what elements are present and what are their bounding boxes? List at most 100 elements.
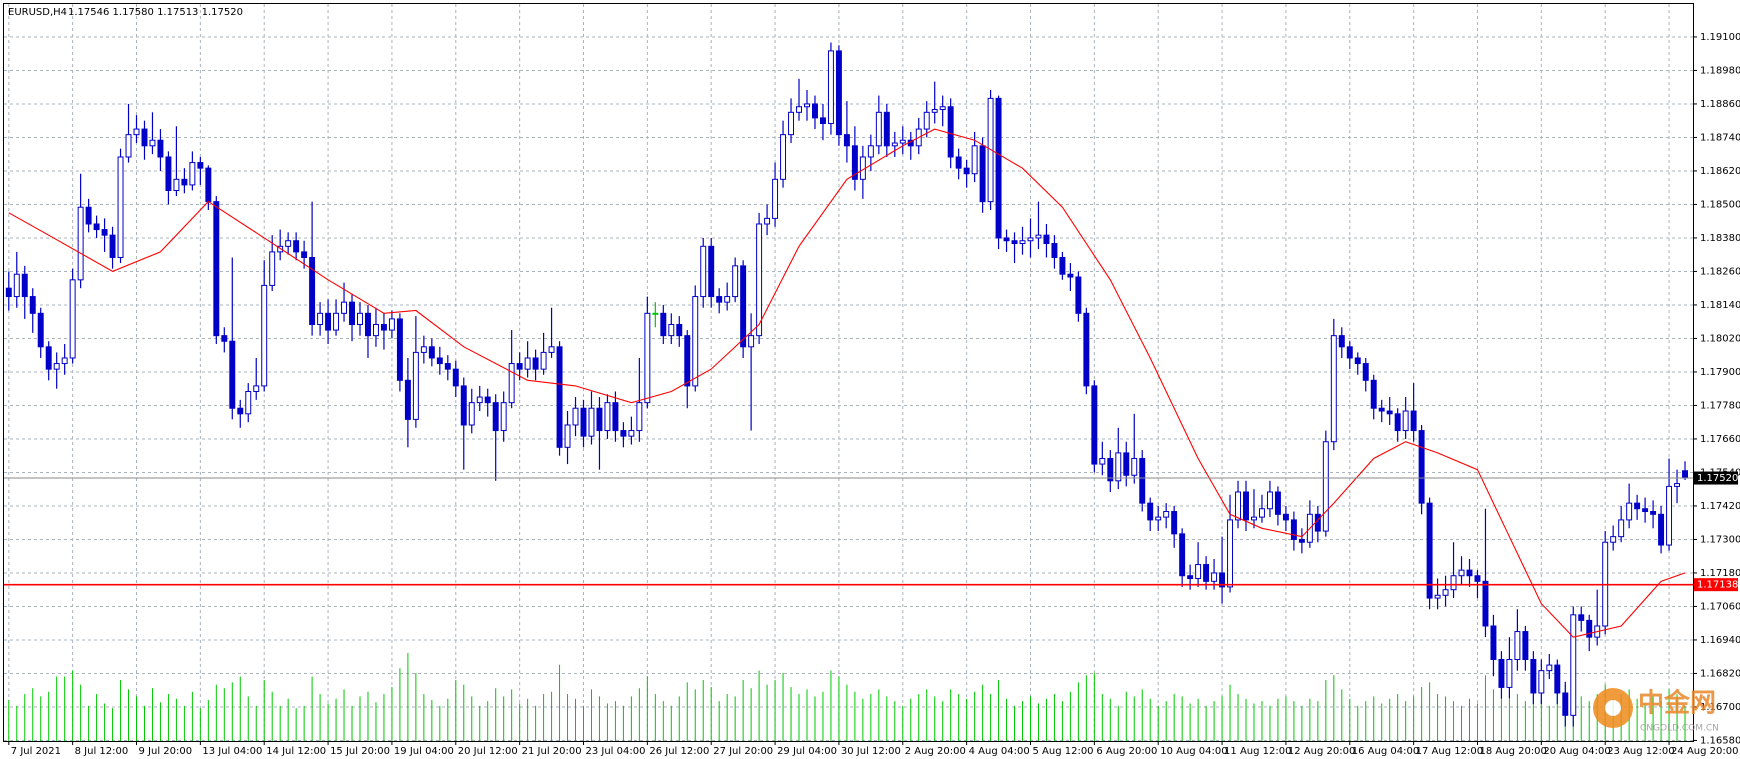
candle-body (1314, 513, 1321, 532)
candle-body (923, 111, 930, 130)
candle-body (436, 357, 443, 365)
candle-body (309, 256, 316, 325)
candle-body (708, 245, 715, 298)
y-tick-label: 1.18140 (1700, 300, 1740, 311)
candle-body (69, 279, 76, 359)
candle-body (5, 287, 12, 298)
candle-body (301, 251, 308, 258)
candle-body (812, 103, 818, 119)
candle-body (1474, 575, 1481, 582)
candle-body (1498, 658, 1505, 688)
y-tick-label: 1.17660 (1700, 434, 1740, 445)
x-tick-label: 24 Aug 20:00 (1671, 746, 1738, 757)
y-tick-label: 1.17180 (1700, 568, 1740, 579)
candle-body (1546, 664, 1553, 672)
x-tick-label: 30 Jul 12:00 (841, 746, 901, 757)
candle-body (85, 206, 92, 225)
candle-body (1115, 452, 1122, 482)
candle-body (149, 139, 156, 147)
candle-body (1418, 430, 1425, 504)
candle-body (1243, 491, 1249, 521)
candle-body (804, 103, 810, 108)
candle-body (181, 178, 188, 186)
candle-body (1298, 538, 1305, 543)
candle-body (1578, 614, 1585, 621)
candle-body (564, 424, 571, 448)
candle-body (1027, 237, 1034, 242)
x-tick-label: 7 Jul 2021 (11, 746, 61, 757)
candle-body (261, 284, 268, 387)
candle-body (1530, 658, 1537, 694)
y-tick-label: 1.18980 (1700, 65, 1740, 76)
candle-body (652, 312, 659, 315)
candle-body (835, 50, 842, 136)
candle-body (1091, 385, 1098, 465)
candle-body (317, 312, 324, 325)
candle-body (1658, 513, 1665, 546)
candle-body (572, 407, 579, 426)
candle-body (899, 139, 906, 144)
watermark-site: CNGOLD.COM.CN (1640, 724, 1719, 734)
candle-body (492, 402, 499, 432)
candle-body (979, 145, 986, 203)
y-tick-label: 1.16580 (1700, 735, 1740, 746)
candle-body (1330, 335, 1337, 443)
candle-body (1346, 346, 1353, 359)
candle-body (1506, 658, 1513, 688)
candle-body (1251, 516, 1257, 521)
candle-body (460, 385, 467, 426)
candle-body (1075, 276, 1082, 314)
candle-body (1554, 664, 1561, 694)
candle-body (1187, 575, 1194, 580)
candle-body (644, 312, 651, 404)
candle-body (748, 335, 755, 348)
candle-body (772, 178, 779, 219)
y-tick-label: 1.17060 (1700, 601, 1740, 612)
plot-frame (3, 3, 1694, 742)
x-tick-label: 29 Jul 04:00 (777, 746, 837, 757)
candle-body (684, 335, 691, 387)
candle-body (37, 312, 44, 348)
candle-body (157, 139, 164, 158)
candle-body (141, 128, 148, 147)
candle-body (540, 351, 547, 370)
candle-body (1219, 572, 1226, 588)
candle-body (851, 145, 858, 180)
candle-body (1011, 240, 1018, 245)
candle-body (1083, 312, 1090, 387)
y-tick-label: 1.17780 (1700, 400, 1740, 411)
x-tick-label: 27 Jul 20:00 (713, 746, 773, 757)
candle-body (1522, 631, 1529, 660)
candle-body (237, 407, 244, 415)
x-tick-label: 11 Aug 12:00 (1224, 746, 1291, 757)
candle-body (1043, 234, 1050, 245)
candle-body (1274, 491, 1281, 515)
candle-body (468, 402, 475, 426)
candle-body (1163, 511, 1170, 518)
chart-layer: 1.19100 1.18980 1.18860 1.18740 1.18620 1.185… (4, 4, 1740, 757)
candle-body (365, 312, 371, 337)
candle-body (524, 357, 531, 370)
candle-body (1362, 363, 1369, 381)
candle-body (612, 402, 619, 432)
candle-body (229, 340, 236, 409)
candle-body (53, 363, 60, 370)
symbol: EURUSD,H4 (8, 7, 67, 18)
candle-body (1099, 457, 1106, 465)
y-tick-label: 1.17420 (1700, 501, 1740, 512)
watermark: 中金网 CNGOLD.COM.CN (1593, 688, 1719, 734)
candle-body (349, 301, 355, 325)
candle-body (45, 346, 52, 370)
candle-body (333, 312, 340, 331)
candle-body (484, 396, 491, 404)
candle-body (1354, 357, 1361, 365)
candle-body (1171, 511, 1178, 535)
candle-body (1019, 240, 1026, 245)
candle-body (1290, 519, 1297, 540)
candle-body (1642, 508, 1649, 513)
candle-body (508, 363, 515, 404)
candle-body (788, 111, 795, 136)
candle-body (341, 301, 348, 314)
candle-body (173, 178, 180, 191)
